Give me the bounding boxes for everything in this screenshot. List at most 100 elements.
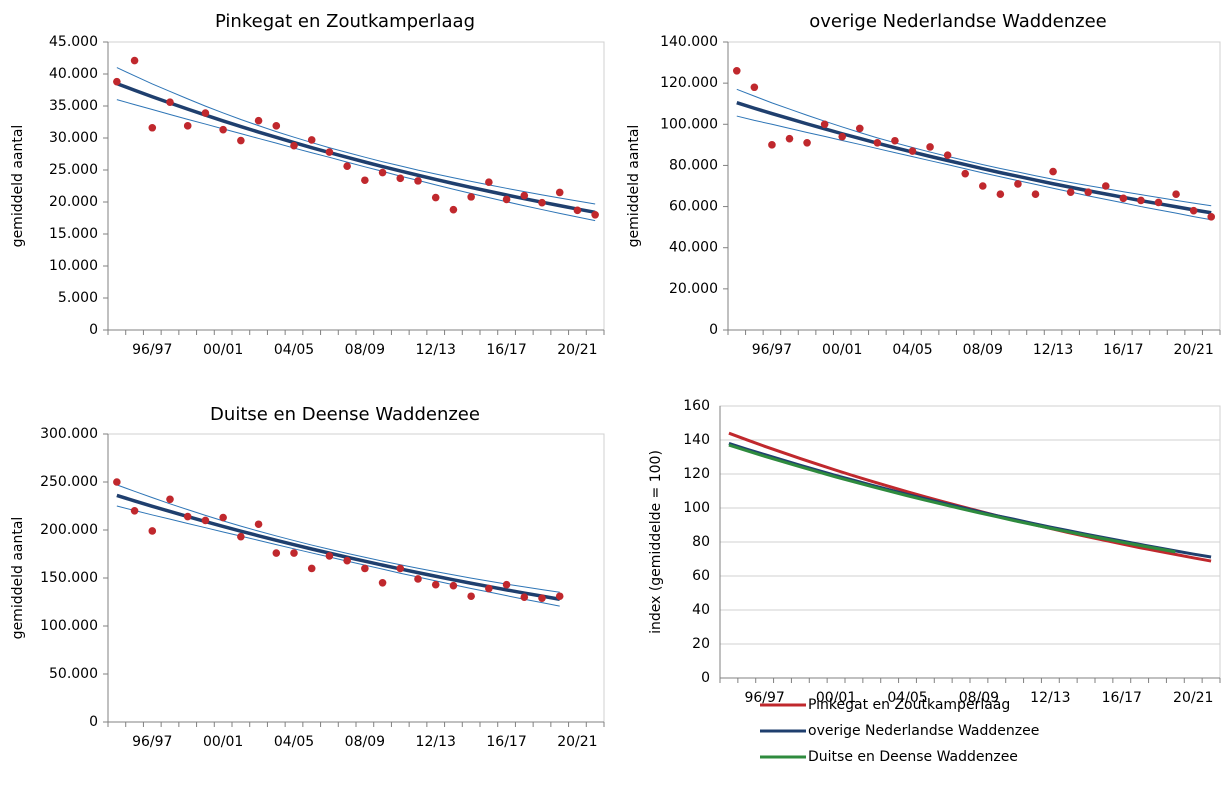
x-tick-label: 96/97 [132, 734, 172, 750]
data-point [502, 195, 511, 204]
data-point [961, 169, 970, 178]
data-point [201, 109, 210, 117]
data-point [908, 147, 917, 155]
trend-line [728, 443, 1176, 554]
y-tick-label: 15.000 [49, 226, 98, 242]
x-tick-label: 20/21 [557, 734, 597, 750]
data-point [237, 532, 245, 541]
y-tick-label: 150.000 [40, 570, 98, 586]
data-point [148, 123, 157, 132]
trend-line [116, 81, 596, 215]
data-point [148, 527, 157, 535]
y-axis-label: gemiddeld aantal [10, 517, 26, 640]
data-point [1014, 180, 1022, 188]
y-tick-label: 50.000 [49, 666, 98, 682]
data-point [538, 594, 546, 602]
data-point [467, 592, 475, 601]
y-axis-label: index (gemiddelde = 100) [648, 450, 664, 634]
x-tick-label: 20/21 [1173, 342, 1213, 358]
y-tick-label: 60 [692, 568, 710, 584]
data-point [219, 513, 227, 522]
chart-title: Pinkegat en Zoutkamperlaag [215, 11, 475, 32]
y-tick-label: 45.000 [49, 34, 98, 50]
data-point [113, 77, 121, 86]
y-tick-label: 20.000 [669, 281, 718, 297]
data-point [1154, 198, 1163, 207]
data-point [254, 116, 263, 125]
data-point [1119, 194, 1128, 203]
trend-line [116, 493, 561, 601]
data-point [750, 83, 759, 92]
y-tick-label: 0 [701, 670, 710, 686]
data-point [166, 98, 174, 106]
x-tick-label: 16/17 [486, 342, 526, 358]
x-tick-label: 20/21 [557, 342, 597, 358]
y-axis-label: gemiddeld aantal [626, 125, 642, 248]
x-tick-label: 12/13 [416, 734, 456, 750]
x-tick-label: 16/17 [1102, 690, 1142, 706]
data-point [272, 122, 281, 130]
x-tick-label: 96/97 [132, 342, 172, 358]
data-point [449, 205, 458, 214]
x-tick-label: 08/09 [959, 690, 999, 706]
data-point [183, 122, 192, 130]
data-point [538, 198, 546, 207]
x-tick-label: 12/13 [416, 342, 456, 358]
data-point [820, 120, 829, 129]
x-tick-label: 20/21 [1173, 690, 1213, 706]
y-tick-label: 0 [89, 322, 98, 338]
data-point [343, 556, 351, 565]
data-point [732, 67, 741, 75]
data-point [378, 579, 387, 587]
x-tick-label: 04/05 [274, 734, 314, 750]
y-tick-label: 120 [683, 466, 710, 482]
x-tick-label: 96/97 [744, 690, 784, 706]
x-tick-label: 00/01 [816, 690, 856, 706]
y-tick-label: 20.000 [49, 194, 98, 210]
data-point [926, 143, 934, 151]
data-point [290, 141, 298, 150]
y-tick-label: 40 [692, 602, 710, 618]
data-point [307, 136, 316, 144]
plot-frame [107, 433, 605, 723]
data-point [520, 191, 529, 200]
y-tick-label: 100.000 [660, 116, 718, 132]
data-point [307, 564, 316, 573]
x-tick-label: 96/97 [752, 342, 792, 358]
y-tick-label: 80.000 [669, 157, 718, 173]
x-tick-label: 04/05 [274, 342, 314, 358]
data-point [130, 56, 139, 65]
trend-line [116, 505, 560, 607]
data-point [414, 177, 422, 185]
data-point [237, 136, 245, 145]
y-tick-label: 30.000 [49, 130, 98, 146]
data-point [803, 139, 811, 147]
y-tick-label: 5.000 [58, 290, 98, 306]
data-point [768, 141, 776, 149]
x-tick-label: 04/05 [892, 342, 932, 358]
legend-label: Duitse en Deense Waddenzee [808, 749, 1018, 765]
plot-frame [727, 41, 1221, 331]
data-point [414, 575, 422, 583]
y-tick-label: 100 [683, 500, 710, 516]
x-tick-label: 16/17 [486, 734, 526, 750]
y-tick-label: 140 [683, 432, 710, 448]
data-point [431, 193, 440, 202]
y-tick-label: 0 [709, 322, 718, 338]
data-point [166, 495, 174, 504]
data-point [1101, 182, 1110, 190]
legend-label: overige Nederlandse Waddenzee [808, 723, 1039, 739]
y-tick-label: 40.000 [49, 66, 98, 82]
y-tick-label: 250.000 [40, 474, 98, 490]
data-point [130, 507, 139, 515]
data-point [361, 564, 369, 573]
y-tick-label: 10.000 [49, 258, 98, 274]
data-point [1031, 190, 1040, 199]
data-point [290, 549, 298, 557]
data-point [520, 593, 529, 601]
data-point [201, 516, 210, 525]
data-point [1189, 206, 1198, 215]
data-point [343, 162, 351, 170]
data-point [1049, 167, 1057, 176]
y-tick-label: 200.000 [40, 522, 98, 538]
